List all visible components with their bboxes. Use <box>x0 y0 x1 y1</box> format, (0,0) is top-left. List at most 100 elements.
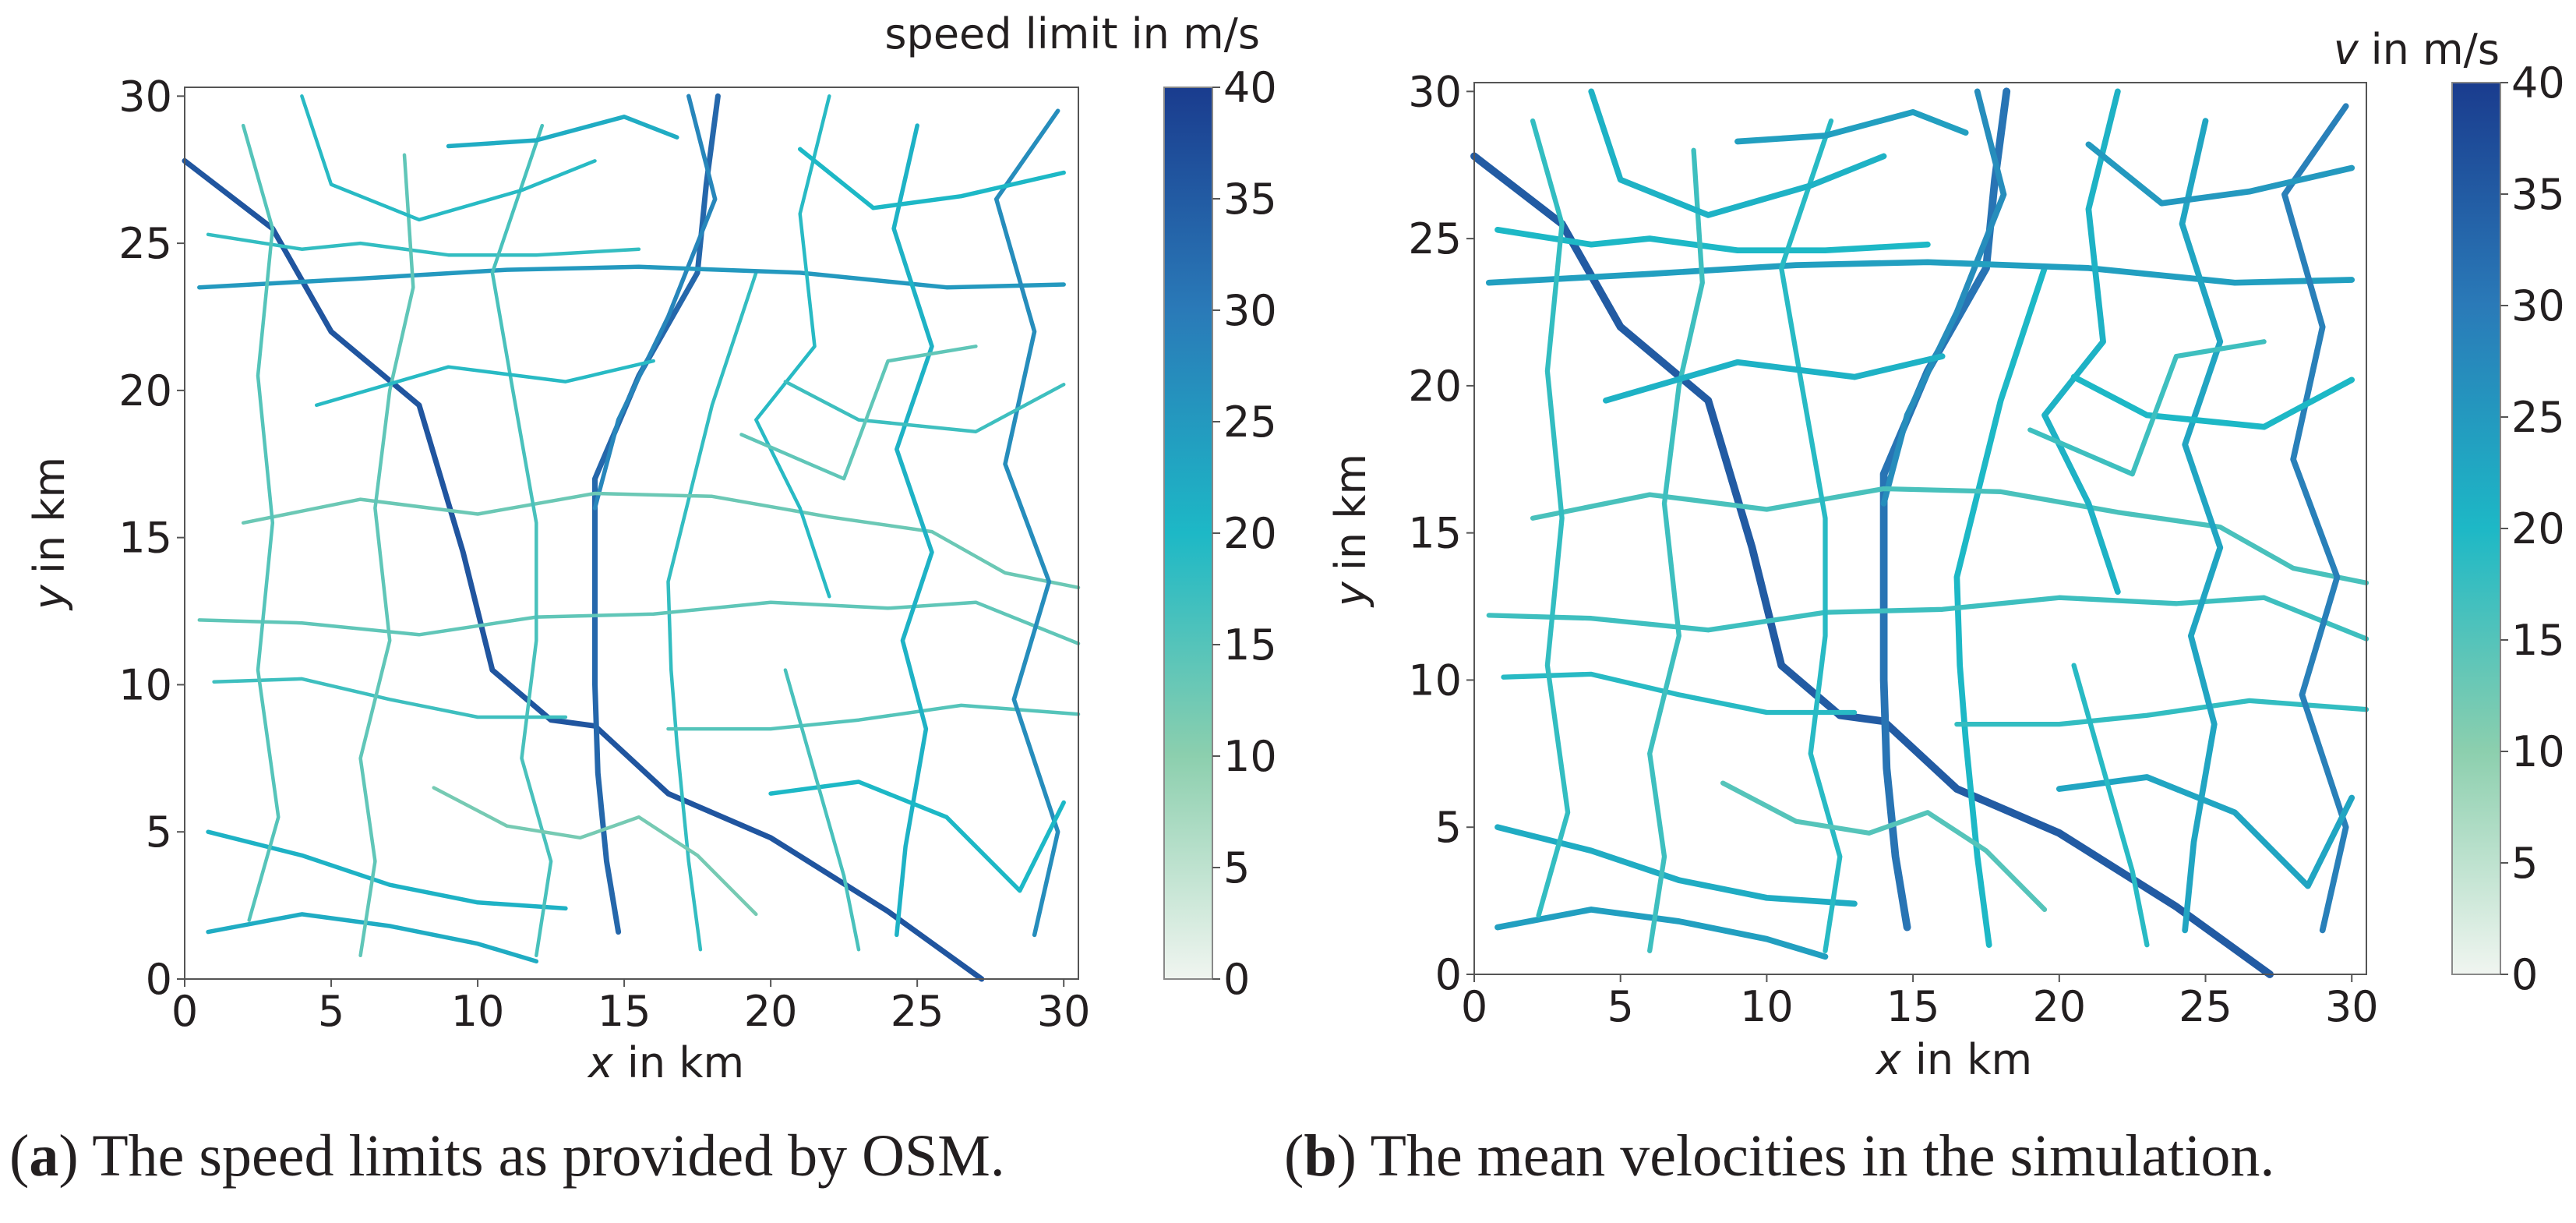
panel-a-x-tick-label: 30 <box>1037 987 1091 1036</box>
panel-a-x-axis-label: x in km <box>587 1038 744 1087</box>
panel-a-road-20 <box>783 380 1066 433</box>
panel-b-road-13 <box>1647 147 1705 953</box>
panel-b-colorbar-tick-label: 35 <box>2511 170 2565 219</box>
panel-b-road-7 <box>1486 595 2370 642</box>
panel-a-road-26 <box>446 115 679 149</box>
panel-b-y-tick-label: 5 <box>1435 803 1462 852</box>
panel-b-caption-text: The mean velocities in the simulation. <box>1370 1123 2275 1189</box>
panel-a-y-tick-label: 5 <box>146 808 172 857</box>
panel-a-colorbar-tick-label: 35 <box>1223 175 1277 224</box>
panel-b-colorbar-tick-label: 40 <box>2511 58 2565 108</box>
panel-a-road-23 <box>783 668 861 952</box>
panel-a-road-5 <box>206 232 641 257</box>
panel-b-x-axis-label: x in km <box>1875 1035 2032 1084</box>
panel-b-road-3 <box>1953 265 2048 949</box>
panel-b-road-17 <box>2281 103 2349 934</box>
panel-b-road-9 <box>1954 698 2370 727</box>
panel-a-road-11 <box>206 912 539 964</box>
panel-b-road-12 <box>1530 118 1571 918</box>
panel-b-road-15 <box>2041 88 2121 596</box>
panel-b-road-19 <box>2085 141 2355 207</box>
panel-b-y-tick-label: 25 <box>1408 214 1462 263</box>
panel-a-road-2 <box>592 94 718 511</box>
panel-a-x-tick-label: 15 <box>598 987 651 1036</box>
panel-b-x-tick-label: 10 <box>1740 982 1794 1031</box>
panel-b-y-tick-label: 0 <box>1435 950 1462 999</box>
panel-a-road-25 <box>739 345 978 481</box>
panel-a-colorbar-tick-label: 40 <box>1223 63 1277 112</box>
panel-a-colorbar <box>1163 87 1213 980</box>
panel-a-road-18 <box>300 94 597 222</box>
panel-b-colorbar-tick-label: 0 <box>2511 950 2538 999</box>
panel-b-y-tick-label: 30 <box>1408 67 1462 116</box>
panel-a-y-tick-label: 10 <box>118 660 172 709</box>
panel-b-caption: (b) The mean velocities in the simulatio… <box>1284 1123 2275 1189</box>
panel-a-caption-label: a <box>29 1123 59 1189</box>
panel-a-colorbar-tick-label: 15 <box>1223 620 1277 670</box>
panel-a-road-12 <box>241 123 281 922</box>
panel-a-caption: (a) The speed limits as provided by OSM. <box>9 1123 1005 1189</box>
panel-b-road-16 <box>2179 118 2224 934</box>
panel-b-road-2 <box>1880 88 2007 507</box>
panel-a-road-4 <box>197 264 1066 290</box>
panel-a-road-19 <box>797 147 1066 210</box>
panel-b-road-18 <box>1588 88 1887 218</box>
panel-a-y-tick-label: 20 <box>118 366 172 415</box>
panel-a-colorbar-tick-label: 5 <box>1223 843 1250 893</box>
panel-a-road-0 <box>182 157 985 982</box>
panel-b-road-0 <box>1470 152 2274 978</box>
panel-b-colorbar-tick-label: 30 <box>2511 281 2565 330</box>
panel-a-caption-text: The speed limits as provided by OSM. <box>92 1123 1005 1189</box>
panel-b-road-11 <box>1494 907 1829 960</box>
panel-a-x-tick-label: 5 <box>318 987 344 1036</box>
panel-a-x-tick-label: 10 <box>451 987 505 1036</box>
panel-a-road-8 <box>212 677 568 719</box>
panel-b-colorbar-tick-label: 10 <box>2511 727 2565 776</box>
panel-a-colorbar-tick-label: 10 <box>1223 732 1277 781</box>
panel-b-plot-frame <box>1473 82 2367 975</box>
panel-b-y-ticks: 0 5 10 15 20 25 30 <box>1408 67 1474 999</box>
panel-b-road-20 <box>2070 373 2355 430</box>
panel-a-x-tick-label: 0 <box>171 987 198 1036</box>
panel-a-x-tick-label: 20 <box>744 987 798 1036</box>
panel-b-road-25 <box>2027 339 2267 477</box>
panel-a-colorbar-tick-label: 25 <box>1223 398 1277 447</box>
panel-a-road-24 <box>432 786 758 917</box>
panel-b-colorbar-tick-label: 15 <box>2511 616 2565 665</box>
panel-b-colorbar-title: v in m/s <box>2334 25 2500 74</box>
panel-a-road-15 <box>754 94 831 599</box>
panel-a-colorbar-tick-label: 20 <box>1223 509 1277 558</box>
panel-a-y-ticks: 0 5 10 15 20 25 30 <box>118 72 185 1004</box>
panel-b-road-22 <box>1603 353 1946 404</box>
panel-b-colorbar-ticks: 0 5 10 15 20 25 30 35 40 <box>2500 58 2565 999</box>
panel-a-road-9 <box>666 703 1081 731</box>
panel-b-roads <box>1470 87 2370 978</box>
panel-b-road-8 <box>1501 671 1858 716</box>
panel-a-road-16 <box>891 123 934 938</box>
panel-b-colorbar-tick-label: 20 <box>2511 504 2565 553</box>
panel-a-colorbar-tick-label: 30 <box>1223 286 1277 335</box>
panel-b-x-tick-label: 30 <box>2325 982 2379 1031</box>
panel-b-y-tick-label: 10 <box>1408 656 1462 705</box>
panel-b-x-ticks: 0 5 10 15 20 25 30 <box>1461 974 2379 1031</box>
panel-a-x-tick-label: 25 <box>891 987 944 1036</box>
panel-a-x-ticks: 0 5 10 15 20 25 30 <box>171 979 1091 1036</box>
panel-b-road-5 <box>1494 226 1931 254</box>
panel-b-road-23 <box>2071 663 2150 948</box>
panel-a-y-tick-label: 0 <box>146 955 172 1004</box>
panel-a-road-14 <box>490 123 553 958</box>
panel-a-road-17 <box>993 108 1060 938</box>
panel-a-roads <box>182 93 1081 982</box>
panel-a-road-13 <box>358 153 415 958</box>
panel-a-y-tick-label: 15 <box>118 514 172 563</box>
panel-b-colorbar <box>2451 82 2501 975</box>
panel-b-x-tick-label: 15 <box>1886 982 1940 1031</box>
panel-b-road-21 <box>2056 774 2355 889</box>
panel-b-road-26 <box>1734 108 1969 145</box>
panel-a-colorbar-title: speed limit in m/s <box>884 9 1260 58</box>
panel-a-road-21 <box>768 779 1066 893</box>
panel-a-road-6 <box>241 491 1081 590</box>
